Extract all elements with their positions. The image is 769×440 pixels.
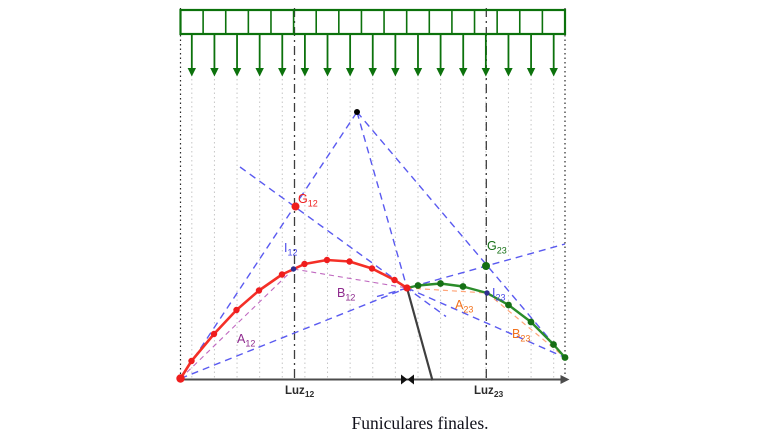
label-g12: G12: [298, 192, 318, 209]
label-a23: A23: [455, 298, 473, 315]
label-b12: B12: [337, 286, 355, 303]
red-vertex-dot: [255, 287, 263, 294]
pole-point: [354, 109, 360, 115]
load-band-layer: [179, 8, 567, 36]
figure-caption: Funiculares finales.: [351, 413, 488, 433]
label-i23: I23: [492, 286, 506, 303]
load-arrow-head: [459, 68, 468, 77]
red-vertex-dot: [301, 260, 308, 268]
load-arrow-head: [391, 68, 400, 77]
axis-layer: [177, 287, 570, 385]
load-arrow-head: [187, 68, 197, 77]
red-vertex-dot: [188, 357, 195, 365]
load-arrow-head: [413, 68, 423, 77]
label-a12: A12: [237, 332, 255, 349]
load-arrow-head: [504, 68, 513, 77]
construction-line-layer: [179, 111, 566, 380]
red-vertex-dot: [233, 306, 240, 314]
green-vertex-dot: [459, 283, 467, 290]
i23-point: [484, 290, 490, 296]
i12-point: [290, 266, 297, 272]
blue-construction-line: [356, 111, 408, 289]
blue-construction-line: [179, 111, 358, 379]
label-b23: B23: [512, 327, 530, 344]
junction-point: [403, 284, 411, 292]
red-vertex-dot: [346, 258, 353, 265]
load-arrow-head: [300, 68, 310, 77]
purple-chord-line: [293, 268, 408, 289]
label-g23: G23: [487, 239, 507, 256]
g23-point: [482, 262, 490, 270]
label-i12: I12: [284, 241, 298, 258]
blue-construction-line: [376, 243, 566, 298]
point-layer: [176, 109, 569, 383]
load-arrow-head: [481, 68, 491, 77]
label-luz12: Luz12: [285, 385, 315, 399]
blue-construction-line: [180, 287, 408, 380]
load-arrow-head: [526, 68, 536, 77]
red-vertex-dot: [368, 265, 376, 272]
left-support-point: [176, 374, 185, 383]
span-boundary-layer: [179, 8, 566, 377]
purple-chord-line: [180, 268, 294, 379]
load-arrow-head: [368, 68, 377, 77]
load-arrow-head: [323, 68, 332, 77]
load-arrow-head: [549, 68, 558, 77]
green-vertex-dot: [414, 282, 422, 289]
midspan-dashdot-layer: [293, 8, 487, 379]
load-arrow-head: [278, 68, 287, 77]
load-arrow-head: [232, 68, 242, 77]
green-vertex-dot: [437, 280, 444, 287]
load-arrow-head: [210, 68, 219, 77]
axis-arrowhead: [560, 375, 570, 384]
blue-construction-line: [406, 287, 566, 359]
green-vertex-dot: [550, 341, 557, 348]
label-luz23: Luz23: [474, 385, 504, 399]
green-vertex-dot: [527, 318, 535, 326]
blue-construction-line: [356, 111, 566, 358]
mid-support-bowtie: [401, 374, 414, 385]
grid-layer: [191, 34, 555, 378]
g12-point: [291, 202, 300, 211]
green-vertex-dot: [505, 301, 512, 309]
red-vertex-dot: [278, 271, 286, 278]
load-arrow-head: [345, 68, 355, 77]
red-vertex-dot: [210, 330, 218, 338]
blue-construction-line: [239, 166, 447, 318]
reaction-line: [405, 287, 434, 381]
load-arrow-head: [436, 68, 445, 77]
load-band: [179, 8, 567, 36]
red-vertex-dot: [323, 256, 331, 264]
green-vertex-dot: [561, 354, 569, 361]
red-vertex-dot: [391, 276, 398, 284]
load-arrow-layer: [187, 34, 558, 77]
orange-chord-line: [406, 287, 488, 294]
load-arrow-head: [255, 68, 264, 77]
